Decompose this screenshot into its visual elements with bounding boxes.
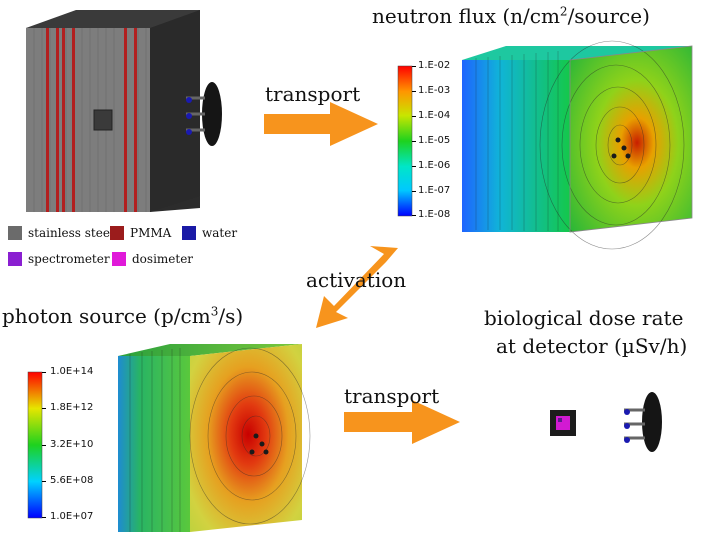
activation-label: activation (306, 268, 407, 292)
legend-swatch (182, 226, 196, 240)
flux-detector-holes (611, 137, 631, 159)
neutron-colorbar (397, 65, 413, 217)
flux-front-face (570, 46, 692, 232)
water-cell (93, 109, 113, 131)
neutron-flux-title: neutron flux (n/cm2/source) (372, 4, 650, 28)
activation-arrow (316, 246, 398, 328)
transport-label-top: transport (265, 82, 361, 106)
photon-top-face (118, 344, 302, 356)
photon-tick-label: 3.2E+10 (50, 439, 94, 450)
photon-tick-label: 5.6E+08 (50, 475, 94, 486)
photon-front-face (190, 344, 302, 532)
steel-block-side (150, 10, 200, 212)
pmma-layers (46, 28, 137, 212)
dose-rate-title-line2: at detector (µSv/h) (496, 334, 688, 358)
photon-detector-holes (249, 433, 269, 455)
steel-block-front (26, 28, 150, 212)
neutron-tick-label: 1.E-08 (418, 209, 451, 220)
neutron-tick-label: 1.E-07 (418, 185, 451, 196)
legend-item-spectrometer: spectrometer (8, 252, 110, 266)
photon-source-title: photon source (p/cm3/s) (2, 304, 244, 328)
legend-label: stainless steel (28, 226, 114, 240)
legend-label: dosimeter (132, 252, 194, 266)
geometry-model (26, 10, 222, 212)
legend-label: spectrometer (28, 252, 110, 266)
legend-swatch (112, 252, 126, 266)
legend-swatch (110, 226, 124, 240)
pmma-layer (134, 28, 137, 212)
photon-tick-label: 1.0E+14 (50, 366, 94, 377)
detector-assembly (186, 82, 222, 146)
neutron-tick-label: 1.E-04 (418, 110, 451, 121)
legend-swatch (8, 252, 22, 266)
photon-source-render (118, 344, 311, 532)
neutron-tick-label: 1.E-02 (418, 60, 451, 71)
transport-label-bottom: transport (344, 384, 440, 408)
legend-swatch (8, 226, 22, 240)
transport-arrow-bottom (344, 400, 460, 444)
legend-label: PMMA (130, 226, 172, 240)
pmma-layer (124, 28, 127, 212)
spectrometer-disk (642, 392, 662, 452)
dose-rate-title-line1: biological dose rate (484, 306, 684, 330)
photon-tick-label: 1.8E+12 (50, 402, 94, 413)
transport-arrow-top (264, 102, 378, 146)
legend-item-water: water (182, 226, 237, 240)
dose-rate-render (550, 392, 662, 452)
pmma-layer (46, 28, 49, 212)
legend-item-dosimeter: dosimeter (112, 252, 193, 266)
neutron-flux-render (462, 40, 693, 250)
pmma-layer (62, 28, 65, 212)
flux-side-face (462, 60, 570, 232)
neutron-tick-label: 1.E-05 (418, 135, 451, 146)
flux-top-face (462, 46, 692, 60)
legend-item-pmma: PMMA (110, 226, 171, 240)
photon-tick-label: 1.0E+07 (50, 511, 94, 522)
legend-label: water (202, 226, 238, 240)
pmma-layer (56, 28, 59, 212)
photon-side-face (118, 356, 190, 532)
neutron-tick-label: 1.E-03 (418, 85, 451, 96)
photon-colorbar (27, 371, 43, 519)
pmma-layer (72, 28, 75, 212)
steel-block-top (26, 10, 200, 28)
neutron-tick-label: 1.E-06 (418, 160, 451, 171)
legend-item-stainless-steel: stainless steel (8, 226, 114, 240)
